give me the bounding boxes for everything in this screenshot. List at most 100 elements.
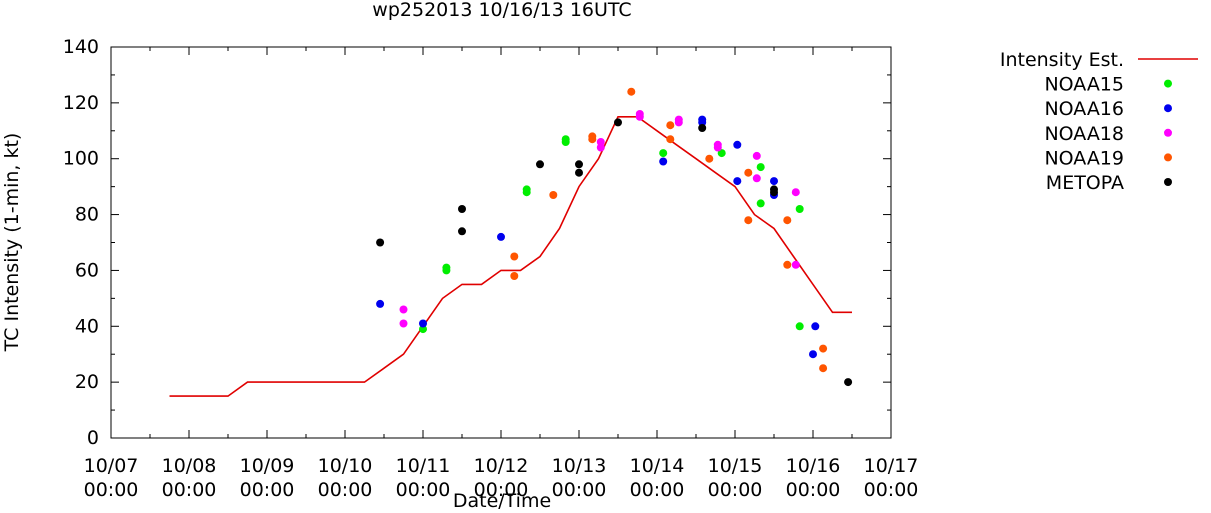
x-tick-label-time: 00:00 [630,479,685,501]
point-noaa18 [399,305,408,314]
point-noaa19 [819,364,828,373]
point-noaa15 [561,138,570,146]
plot-frame [110,46,892,439]
point-metopa [844,378,853,387]
point-noaa15 [795,205,804,213]
x-tick-label-date: 10/11 [396,455,451,477]
legend-swatch-point [1164,153,1172,162]
legend-label: NOAA15 [1044,74,1124,96]
legend-label: NOAA18 [1044,123,1124,145]
point-metopa [575,160,583,169]
point-metopa [698,124,707,132]
point-noaa19 [549,191,558,199]
point-noaa15 [419,325,427,334]
point-noaa19 [627,87,636,96]
point-noaa16 [809,350,817,359]
legend-label: Intensity Est. [1000,49,1124,71]
x-tick-label-date: 10/09 [240,455,295,477]
point-noaa16 [811,322,820,331]
x-tick-label-date: 10/14 [630,455,685,477]
x-tick-label-date: 10/08 [162,455,217,477]
x-tick-label-date: 10/12 [474,455,529,477]
x-tick-label-time: 00:00 [474,479,529,501]
x-tick-label-time: 00:00 [240,479,295,501]
legend-swatch-point [1164,104,1172,113]
point-noaa18 [752,151,761,160]
y-tick-label: 80 [75,204,99,226]
point-noaa15 [522,188,531,197]
point-noaa19 [819,344,828,353]
legend-label: NOAA16 [1044,98,1124,120]
point-noaa16 [419,319,427,328]
point-noaa16 [497,232,505,241]
point-noaa19 [744,168,753,177]
legend-swatch-point [1164,79,1172,88]
point-noaa16 [698,118,707,127]
point-metopa [614,118,622,127]
legend-swatch-point [1164,128,1172,137]
x-axis-label: Date/Time [453,490,551,509]
x-tick-label-time: 00:00 [864,479,919,501]
x-tick-label-date: 10/17 [864,455,919,477]
point-noaa18 [674,118,683,127]
point-noaa16 [770,177,778,186]
point-noaa15 [756,163,765,172]
point-noaa15 [659,149,668,158]
y-tick-label: 140 [63,36,99,58]
point-noaa16 [376,299,385,308]
x-tick-label-date: 10/13 [552,455,607,477]
point-noaa16 [659,157,668,166]
point-noaa18 [399,319,408,328]
point-metopa [770,188,778,197]
axis-ticks: 02040608010012014010/0700:0010/0800:0010… [63,36,919,501]
x-tick-label-time: 00:00 [708,479,763,501]
x-tick-label-time: 00:00 [84,479,139,501]
y-axis-label: TC Intensity (1-min, kt) [1,133,23,353]
point-noaa18 [713,143,722,152]
point-noaa18 [596,138,605,146]
point-metopa [536,160,544,169]
point-noaa15 [795,322,804,331]
x-tick-label-time: 00:00 [162,479,217,501]
point-metopa [376,238,385,247]
x-tick-label-date: 10/10 [318,455,373,477]
point-metopa [458,227,466,236]
legend-label: METOPA [1046,172,1124,194]
point-noaa19 [666,121,675,130]
x-tick-label-time: 00:00 [552,479,607,501]
points-layer [376,87,853,387]
point-noaa19 [783,260,792,269]
point-noaa19 [705,154,714,163]
point-noaa15 [717,149,726,158]
x-tick-label-time: 00:00 [318,479,373,501]
y-tick-label: 20 [75,371,99,393]
x-tick-label-date: 10/07 [84,455,139,477]
point-noaa15 [442,266,451,275]
point-metopa [575,168,583,177]
point-noaa19 [510,252,519,261]
point-noaa18 [635,112,644,121]
intensity-line-layer [169,116,852,397]
point-noaa18 [791,188,800,197]
y-tick-label: 40 [75,315,99,337]
x-tick-label-date: 10/16 [786,455,841,477]
chart-title: wp252013 10/16/13 16UTC [372,0,631,21]
y-tick-label: 100 [63,148,99,170]
x-tick-label-time: 00:00 [786,479,841,501]
x-tick-label-date: 10/15 [708,455,763,477]
point-noaa16 [733,177,742,186]
point-noaa19 [588,135,597,144]
point-noaa18 [791,260,800,269]
point-noaa16 [733,140,742,149]
point-noaa19 [666,135,675,144]
y-tick-label: 60 [75,259,99,281]
point-noaa19 [510,272,519,280]
intensity-est-line [169,116,852,397]
point-metopa [458,205,466,213]
legend-label: NOAA19 [1044,147,1124,169]
point-noaa15 [756,199,765,208]
point-noaa18 [752,174,761,183]
